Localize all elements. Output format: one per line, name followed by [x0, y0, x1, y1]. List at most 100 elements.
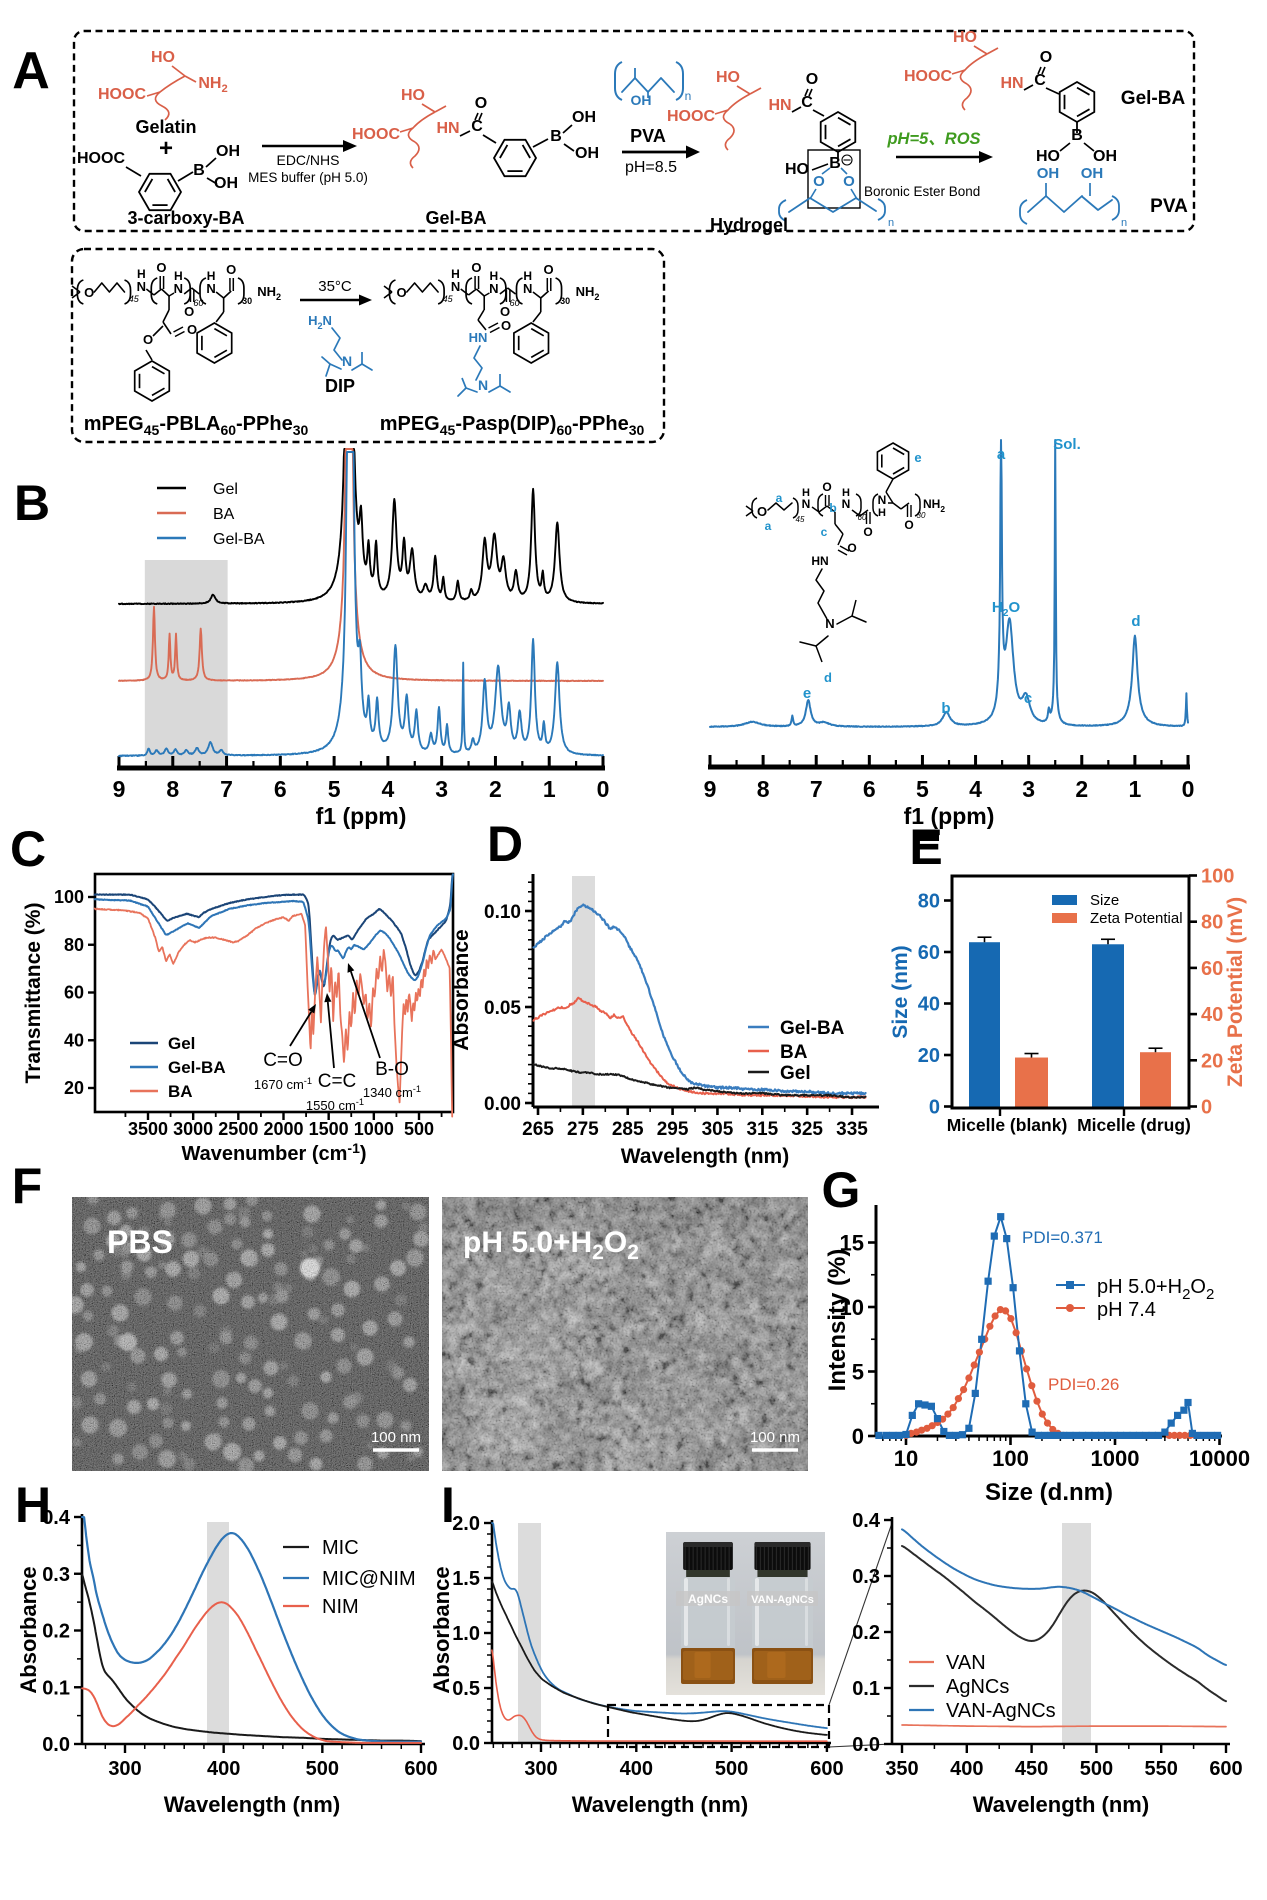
svg-text:0.5: 0.5 — [452, 1678, 480, 1700]
svg-text:N: N — [451, 279, 460, 294]
svg-text:C: C — [10, 821, 46, 877]
svg-text:MIC@NIM: MIC@NIM — [322, 1568, 416, 1590]
svg-text:0.3: 0.3 — [42, 1564, 70, 1586]
svg-text:PDI=0.26: PDI=0.26 — [1048, 1375, 1119, 1394]
svg-text:d: d — [1131, 613, 1140, 630]
svg-text:F: F — [12, 1158, 43, 1214]
svg-text:Size: Size — [1090, 892, 1119, 909]
svg-text:PDI=0.371: PDI=0.371 — [1022, 1228, 1103, 1247]
svg-text:N: N — [878, 493, 887, 507]
svg-text:H: H — [878, 507, 886, 519]
svg-text:500: 500 — [404, 1119, 434, 1139]
svg-text:C: C — [1034, 72, 1046, 89]
svg-text:6: 6 — [863, 776, 876, 802]
svg-text:500: 500 — [715, 1758, 748, 1780]
svg-text:MES buffer (pH 5.0): MES buffer (pH 5.0) — [248, 170, 368, 185]
svg-text:1340 cm-1: 1340 cm-1 — [363, 1084, 421, 1100]
svg-text:PVA: PVA — [630, 126, 666, 146]
svg-text:0: 0 — [929, 1097, 940, 1119]
svg-text:O: O — [397, 285, 407, 300]
svg-text:I: I — [441, 1477, 455, 1533]
svg-text:O: O — [904, 518, 913, 532]
svg-text:N: N — [137, 279, 146, 294]
svg-text:B: B — [1071, 127, 1083, 144]
svg-text:Zeta Potential (mV): Zeta Potential (mV) — [1224, 897, 1247, 1087]
svg-text:a: a — [997, 446, 1006, 463]
svg-text:Wavelength (nm): Wavelength (nm) — [973, 1792, 1149, 1817]
svg-text:Gel-BA: Gel-BA — [425, 208, 486, 228]
svg-text:Gel-BA: Gel-BA — [780, 1018, 845, 1039]
svg-text:Intensity (%): Intensity (%) — [824, 1249, 851, 1392]
svg-text:OH: OH — [572, 109, 596, 126]
svg-text:d: d — [824, 670, 832, 685]
svg-text:OH: OH — [214, 175, 238, 192]
svg-text:450: 450 — [1015, 1758, 1048, 1780]
svg-text:20: 20 — [64, 1078, 84, 1098]
svg-text:N: N — [523, 281, 532, 296]
svg-text:VAN: VAN — [946, 1652, 986, 1674]
svg-text:N: N — [842, 497, 851, 511]
svg-text:0.05: 0.05 — [484, 998, 521, 1019]
svg-text:B: B — [193, 162, 205, 179]
svg-text:Transmittance (%): Transmittance (%) — [22, 903, 45, 1084]
svg-text:O: O — [156, 260, 166, 275]
svg-text:a: a — [765, 519, 772, 533]
svg-text:40: 40 — [918, 994, 940, 1016]
svg-text:Boronic Ester Bond: Boronic Ester Bond — [864, 184, 980, 199]
svg-text:500: 500 — [306, 1758, 339, 1780]
svg-text:OH: OH — [1093, 148, 1117, 165]
svg-text:60: 60 — [64, 983, 84, 1003]
svg-text:300: 300 — [108, 1758, 141, 1780]
svg-text:AgNCs: AgNCs — [946, 1676, 1009, 1698]
svg-text:275: 275 — [567, 1119, 599, 1140]
svg-text:e: e — [803, 685, 811, 702]
svg-text:HO: HO — [401, 87, 425, 104]
svg-text:5: 5 — [916, 776, 929, 802]
svg-text:1670 cm-1: 1670 cm-1 — [254, 1076, 312, 1092]
svg-text:600: 600 — [404, 1758, 437, 1780]
svg-text:HO: HO — [785, 161, 809, 178]
svg-text:285: 285 — [612, 1119, 644, 1140]
svg-text:O: O — [843, 173, 855, 190]
svg-text:7: 7 — [810, 776, 823, 802]
svg-text:HN: HN — [436, 120, 459, 137]
svg-text:BA: BA — [213, 506, 235, 523]
svg-text:500: 500 — [1080, 1758, 1113, 1780]
svg-text:295: 295 — [657, 1119, 689, 1140]
svg-text:N: N — [802, 497, 811, 511]
svg-text:100 nm: 100 nm — [750, 1429, 800, 1446]
svg-text:pH=8.5: pH=8.5 — [625, 159, 677, 176]
svg-text:0.0: 0.0 — [452, 1733, 480, 1755]
svg-text:n: n — [888, 217, 894, 229]
svg-text:E: E — [909, 819, 942, 875]
svg-text:PBS: PBS — [107, 1224, 173, 1260]
svg-text:O: O — [822, 480, 831, 494]
svg-text:EDC/NHS: EDC/NHS — [276, 152, 339, 168]
svg-text:2500: 2500 — [218, 1119, 258, 1139]
svg-text:OH: OH — [631, 92, 652, 108]
svg-text:325: 325 — [791, 1119, 823, 1140]
svg-text:3: 3 — [1022, 776, 1035, 802]
svg-text:c: c — [821, 525, 828, 539]
svg-text:1000: 1000 — [354, 1119, 394, 1139]
svg-text:Wavelength (nm): Wavelength (nm) — [572, 1792, 748, 1817]
svg-text:Size (nm): Size (nm) — [889, 945, 912, 1038]
svg-text:10000: 10000 — [1189, 1446, 1250, 1471]
svg-text:60: 60 — [193, 298, 203, 308]
svg-text:O: O — [847, 541, 856, 555]
svg-text:+: + — [159, 135, 173, 162]
svg-text:HO: HO — [1036, 148, 1060, 165]
svg-text:O: O — [813, 173, 825, 190]
svg-text:45: 45 — [796, 515, 805, 524]
svg-text:Gel: Gel — [780, 1063, 811, 1084]
svg-text:60: 60 — [918, 942, 940, 964]
svg-text:335: 335 — [836, 1119, 868, 1140]
svg-text:pH=5、ROS: pH=5、ROS — [886, 130, 980, 148]
svg-text:B: B — [14, 475, 50, 531]
svg-text:Micelle (drug): Micelle (drug) — [1077, 1115, 1191, 1135]
svg-text:O: O — [863, 525, 872, 539]
svg-text:N: N — [489, 281, 498, 296]
svg-text:O: O — [187, 322, 197, 337]
svg-text:9: 9 — [113, 776, 126, 802]
svg-text:O: O — [475, 95, 487, 112]
